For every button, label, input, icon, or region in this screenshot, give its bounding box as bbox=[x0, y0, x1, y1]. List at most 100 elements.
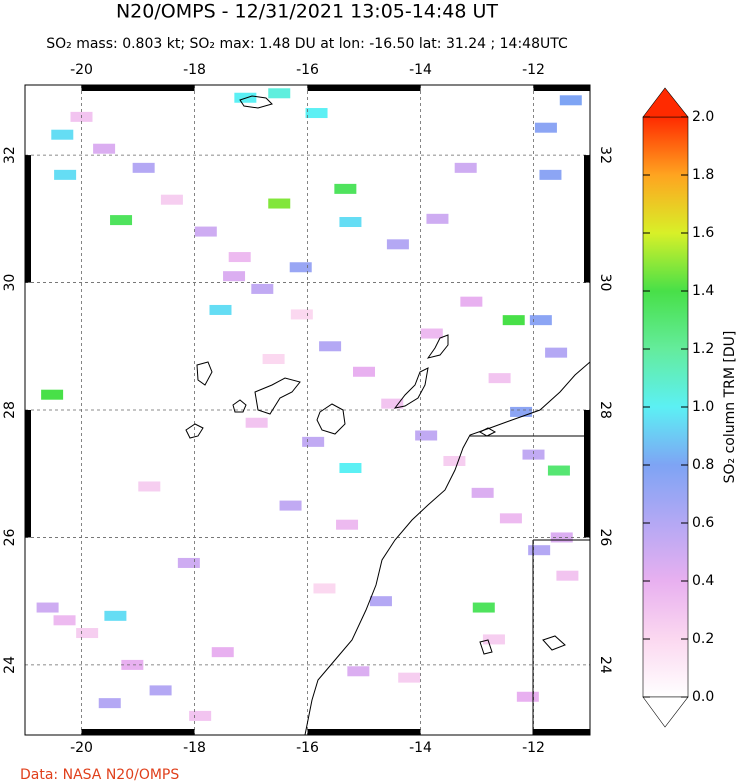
so2-pixel bbox=[381, 398, 404, 409]
so2-pixel bbox=[53, 615, 76, 626]
so2-pixel bbox=[262, 354, 285, 365]
island bbox=[196, 361, 213, 386]
so2-pixel bbox=[76, 628, 99, 639]
frame-band bbox=[307, 85, 421, 91]
island bbox=[316, 403, 346, 435]
colorbar-extend-low bbox=[642, 696, 689, 728]
y-tick-label: 30 bbox=[597, 274, 613, 292]
so2-pixel bbox=[488, 373, 511, 384]
so2-pixel bbox=[336, 519, 359, 530]
x-tick-label: -12 bbox=[522, 740, 545, 756]
so2-pixel bbox=[305, 108, 328, 119]
x-tick-label: -12 bbox=[522, 62, 545, 78]
island bbox=[232, 399, 247, 413]
x-tick-label: -14 bbox=[409, 740, 432, 756]
x-tick-label: -18 bbox=[183, 62, 206, 78]
colorbar-tick-label: 2.0 bbox=[692, 109, 714, 125]
so2-pixel bbox=[556, 570, 579, 581]
colorbar-tick-label: 1.6 bbox=[692, 225, 714, 241]
so2-pixel bbox=[460, 296, 483, 307]
so2-pixel bbox=[369, 596, 392, 607]
frame-band bbox=[25, 410, 31, 538]
island bbox=[426, 334, 449, 359]
so2-pixel bbox=[290, 309, 313, 320]
so2-pixel bbox=[251, 283, 274, 294]
island bbox=[185, 423, 204, 439]
frame-band bbox=[307, 729, 421, 735]
so2-pixel bbox=[482, 634, 505, 645]
frame-band bbox=[81, 729, 195, 735]
colorbar-tick-label: 1.4 bbox=[692, 283, 714, 299]
x-tick-label: -16 bbox=[296, 740, 319, 756]
island bbox=[479, 635, 566, 655]
so2-pixel bbox=[398, 672, 421, 683]
coastline bbox=[304, 361, 590, 735]
title: N20/OMPS - 12/31/2021 13:05-14:48 UT bbox=[116, 1, 498, 23]
island bbox=[254, 377, 301, 415]
y-tick-label: 28 bbox=[597, 401, 613, 419]
y-tick-label: 30 bbox=[2, 274, 18, 292]
x-tick-label: -20 bbox=[70, 62, 93, 78]
colorbar-bar bbox=[642, 116, 689, 698]
so2-pixel bbox=[502, 315, 525, 326]
so2-pixel bbox=[98, 698, 121, 709]
frame-ticks bbox=[25, 85, 590, 735]
so2-pixel bbox=[471, 487, 494, 498]
colorbar: SO₂ column TRM [DU] 0.0 0.2 0.4 0.6 0.8 1.0 1.… bbox=[642, 87, 738, 728]
colorbar-tick-label: 0.6 bbox=[692, 515, 714, 531]
so2-pixel bbox=[547, 465, 570, 476]
so2-pixel bbox=[177, 557, 200, 568]
so2-pixel bbox=[279, 500, 302, 511]
so2-pixel bbox=[516, 691, 539, 702]
border bbox=[470, 435, 590, 735]
x-tick-label: -20 bbox=[70, 740, 93, 756]
frame-band bbox=[81, 85, 195, 91]
so2-pixel bbox=[339, 217, 362, 228]
so2-pixel bbox=[36, 602, 59, 613]
so2-pixel bbox=[289, 262, 312, 273]
so2-pixel bbox=[268, 198, 291, 209]
so2-pixel bbox=[499, 513, 522, 524]
so2-pixel bbox=[472, 602, 495, 613]
so2-pixel bbox=[426, 213, 449, 224]
colorbar-tick-label: 0.2 bbox=[692, 631, 714, 647]
so2-pixel bbox=[415, 430, 438, 441]
so2-pixel bbox=[522, 449, 545, 460]
so2-pixel bbox=[194, 226, 217, 237]
colorbar-tick-label: 0.4 bbox=[692, 573, 714, 589]
so2-pixel bbox=[138, 481, 161, 492]
island bbox=[393, 367, 429, 409]
so2-pixel bbox=[347, 666, 370, 677]
so2-pixel bbox=[559, 95, 582, 106]
so2-pixel bbox=[228, 252, 251, 263]
grid: -20 -20 -18 -18 -16 -16 -14 -14 -12 -12 24 24 26 26 28… bbox=[2, 62, 613, 756]
x-tick-label: -14 bbox=[409, 62, 432, 78]
so2-pixel bbox=[313, 583, 336, 594]
colorbar-extend-high bbox=[642, 87, 689, 118]
colorbar-tick-label: 0.8 bbox=[692, 457, 714, 473]
so2-pixel bbox=[386, 239, 409, 250]
so2-pixel bbox=[160, 194, 183, 205]
so2-pixel bbox=[149, 685, 172, 696]
so2-pixel bbox=[211, 647, 234, 658]
so2-pixel bbox=[245, 417, 268, 428]
frame-band bbox=[584, 410, 590, 538]
so2-pixel bbox=[528, 545, 551, 556]
frame-band bbox=[533, 729, 590, 735]
y-tick-label: 24 bbox=[2, 656, 18, 674]
so2-pixel bbox=[319, 341, 342, 352]
x-tick-label: -16 bbox=[296, 62, 319, 78]
subtitle: SO₂ mass: 0.803 kt; SO₂ max: 1.48 DU at … bbox=[46, 36, 568, 52]
colorbar-tick-label: 0.0 bbox=[692, 689, 714, 705]
so2-pixel bbox=[339, 462, 362, 473]
y-tick-label: 26 bbox=[597, 529, 613, 547]
island bbox=[478, 427, 497, 437]
so2-pixel bbox=[93, 143, 116, 154]
so2-pixel bbox=[334, 183, 357, 194]
so2-pixel bbox=[545, 347, 568, 358]
y-tick-label: 32 bbox=[597, 146, 613, 164]
colorbar-tick-label: 1.2 bbox=[692, 341, 714, 357]
so2-pixel bbox=[189, 710, 212, 721]
so2-pixel bbox=[121, 659, 144, 670]
